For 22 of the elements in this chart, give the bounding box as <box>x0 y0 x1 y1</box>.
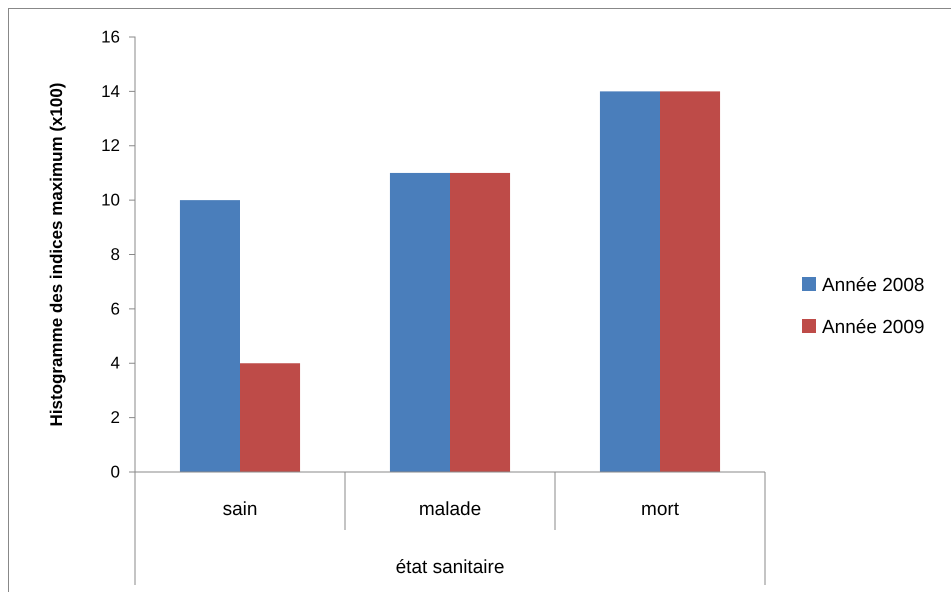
bar <box>660 91 720 472</box>
legend-label: Année 2009 <box>822 317 924 338</box>
y-tick-label: 14 <box>101 82 120 101</box>
legend-label: Année 2008 <box>822 275 924 296</box>
y-tick-label: 10 <box>101 190 120 210</box>
y-tick-label: 12 <box>101 136 120 156</box>
x-tick-label: malade <box>418 499 482 520</box>
y-tick-label: 4 <box>110 354 120 373</box>
bar <box>390 172 450 472</box>
bar <box>240 363 300 472</box>
x-tick-label: sain <box>222 499 258 520</box>
y-tick-label: 8 <box>110 244 120 264</box>
y-tick-label: 16 <box>101 27 120 46</box>
bar <box>450 172 510 472</box>
y-tick-label: 6 <box>110 299 120 318</box>
y-axis-title: Histogramme des indices maximum (x100) <box>47 82 66 426</box>
x-axis-title: état sanitaire <box>396 557 504 578</box>
bar <box>600 91 660 472</box>
y-tick-label: 0 <box>110 462 120 482</box>
y-tick-label: 2 <box>110 408 120 428</box>
bar <box>180 200 240 472</box>
x-tick-label: mort <box>641 499 680 520</box>
